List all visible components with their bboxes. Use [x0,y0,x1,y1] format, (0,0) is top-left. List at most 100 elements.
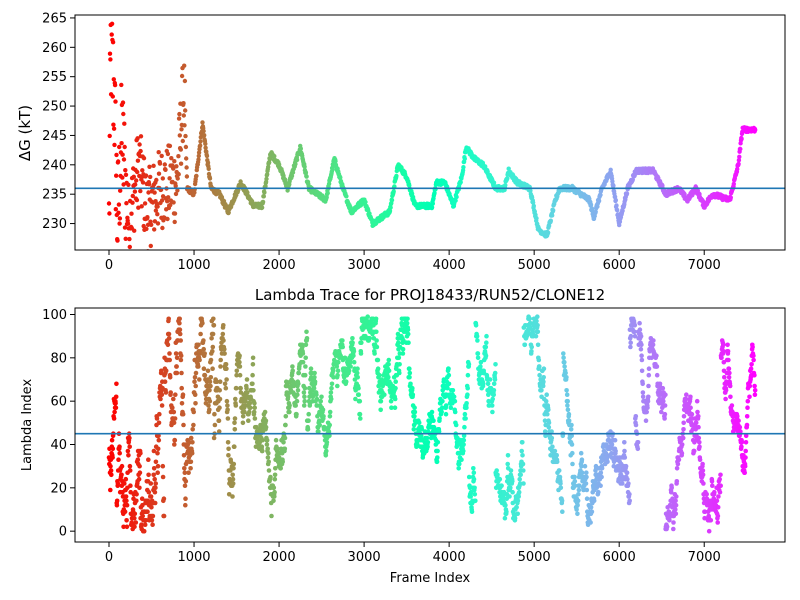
lambda-point [484,340,489,346]
lambda-point [252,405,257,411]
lambda-point [192,379,197,385]
delta-g-point [736,158,742,163]
delta-g-point [461,165,466,170]
delta-g-point [111,77,117,82]
lambda-point [622,448,627,454]
delta-g-point [114,173,119,178]
lambda-point [233,403,239,408]
lambda-point [556,468,562,473]
lambda-point [517,481,523,486]
lambda-point [305,427,311,432]
lambda-point [565,398,570,404]
lambda-point [577,483,582,489]
lambda-point [669,485,674,491]
lambda-point [408,381,413,387]
delta-g-point [198,139,203,144]
lambda-point [520,453,525,458]
lambda-point [632,323,638,328]
lambda-point [172,442,177,447]
lambda-point [287,409,292,415]
lambda-point [545,411,550,417]
lambda-point [671,526,676,532]
lambda-point [115,481,121,486]
lambda-point [676,457,682,463]
delta-g-point [203,141,208,146]
delta-g-point [109,21,115,26]
lambda-point [643,418,649,424]
lambda-point [122,481,127,486]
lambda-point [537,364,542,369]
x-ticks-top: 0 1000 2000 3000 4000 5000 6000 7000 [105,250,721,273]
delta-g-point [184,156,189,161]
lambda-point [252,416,258,421]
plot-area-top [75,15,785,250]
lambda-point [662,416,667,421]
lambda-point [173,351,179,356]
lambda-point [143,518,149,523]
delta-g-point [162,162,167,167]
lambda-point [425,440,431,445]
lambda-point [324,448,329,454]
lambda-point [435,448,440,454]
lambda-point [146,457,151,463]
lambda-point [246,418,251,424]
lambda-point [183,496,188,502]
lambda-point [218,364,223,369]
lambda-point [456,466,462,471]
bottom-x-tick-label: 7000 [688,550,721,565]
lambda-point [165,342,171,348]
lambda-point [521,468,526,473]
lambda-point [739,444,744,450]
delta-g-point [682,191,687,197]
delta-g-point [344,194,349,199]
lambda-point [254,424,259,430]
lambda-point [386,362,391,367]
lambda-point [639,353,644,359]
delta-g-point [181,113,186,118]
lambda-point [472,485,477,491]
lambda-point [179,385,184,391]
lambda-point [135,457,141,463]
lambda-point [624,470,630,476]
bottom-x-tick-label: 0 [105,550,113,565]
lambda-point [469,509,475,514]
lambda-point [640,390,646,395]
lambda-point [151,448,157,454]
delta-g-point [138,188,143,194]
lambda-point [588,505,594,510]
lambda-point [272,489,277,495]
lambda-point [343,379,349,385]
lambda-point [674,479,680,484]
delta-g-point [106,201,112,206]
lambda-point [282,435,288,441]
lambda-point [198,331,203,337]
lambda-point [726,375,732,380]
lambda-point [124,498,129,504]
lambda-point [174,370,180,376]
lambda-point [327,414,333,419]
lambda-point [683,396,689,402]
delta-g-point [491,180,497,185]
delta-g-point [113,207,119,212]
lambda-point [110,446,116,452]
lambda-point [440,398,445,404]
bottom-y-tick-label: 100 [42,308,67,323]
lambda-point [217,405,222,411]
lambda-point [272,494,277,499]
lambda-point [628,340,633,346]
top-x-tick-label: 5000 [518,258,551,273]
lambda-point [111,416,117,421]
lambda-point [201,346,206,352]
delta-g-point [132,228,137,233]
lambda-point [116,457,121,463]
lambda-point [155,450,160,456]
bottom-y-tick-label: 0 [59,525,67,540]
lambda-point [483,344,489,350]
lambda-point [300,344,305,350]
lambda-point [651,338,656,343]
lambda-point [704,492,709,497]
lambda-point [542,429,548,434]
lambda-point [474,333,480,339]
lambda-point [177,316,182,322]
lambda-point [296,381,301,387]
